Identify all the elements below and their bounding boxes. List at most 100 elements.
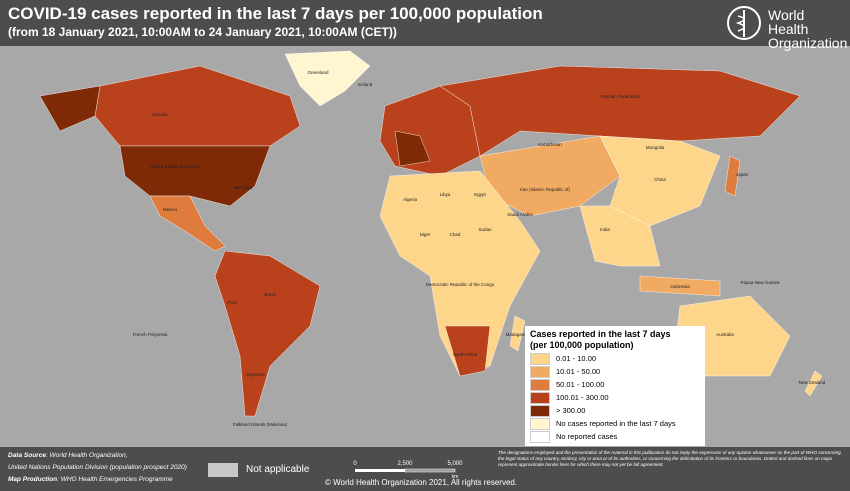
legend-item: No cases reported in the last 7 days: [530, 418, 676, 431]
country: [39, 85, 101, 132]
country: [599, 135, 721, 227]
world-map: Greenland Canada United States of America M…: [39, 50, 826, 427]
country-label: Niger: [420, 232, 431, 237]
not-applicable: Not applicable: [246, 464, 310, 475]
production-label: Map Production: [8, 476, 58, 483]
source-text: : World Health Organization,: [45, 452, 128, 459]
country-label: French Polynesia: [133, 332, 168, 337]
country-label: Mexico: [163, 207, 178, 212]
country-label: Indonesia: [670, 284, 690, 289]
source2-text: United Nations Population Division (popu…: [8, 464, 187, 471]
country-label: Argentina: [245, 372, 265, 377]
country: [149, 195, 226, 252]
copyright: © World Health Organization 2021, All ri…: [325, 478, 518, 487]
country-label: Japan: [736, 172, 749, 177]
scale-segment: [355, 469, 405, 472]
legend: Cases reported in the last 7 days (per 1…: [525, 326, 705, 446]
legend-item: No reported cases: [530, 431, 618, 444]
org-line: World Health: [768, 7, 809, 37]
legend-swatch: [530, 431, 550, 444]
country-label: Libya: [440, 192, 451, 197]
legend-item: 10.01 - 50.00: [530, 366, 601, 379]
legend-label: 0.01 - 10.00: [556, 354, 597, 363]
legend-label: No cases reported in the last 7 days: [556, 419, 676, 428]
who-logo: [727, 6, 761, 40]
country-label: Falkland Islands (Malvinas): [233, 422, 288, 427]
legend-item: 100.01 - 300.00: [530, 392, 609, 405]
scale-unit: km: [452, 474, 459, 479]
legend-swatch: [530, 353, 550, 366]
scale-label: 5,000: [447, 461, 463, 467]
country-label: Peru: [227, 300, 237, 305]
country: [94, 65, 301, 147]
country-label: Russian Federation: [600, 94, 640, 99]
legend-label: 100.01 - 300.00: [556, 393, 609, 402]
legend-title-line: Cases reported in the last 7 days: [530, 329, 671, 339]
legend-item: 50.01 - 100.00: [530, 379, 605, 392]
country: [579, 205, 661, 267]
legend-swatch: [530, 418, 550, 431]
country-label: Iran (Islamic Republic of): [520, 187, 570, 192]
legend-label: No reported cases: [556, 432, 618, 441]
country: [284, 50, 371, 107]
legend-swatch: [530, 366, 550, 379]
country-label: South Africa: [453, 352, 478, 357]
country-label: Brazil: [264, 292, 275, 297]
country-label: Australia: [716, 332, 734, 337]
country-label: Bermuda: [234, 185, 253, 190]
legend-label: 50.01 - 100.00: [556, 380, 605, 389]
scale-label: 0: [353, 461, 357, 467]
org-line: Organization: [768, 35, 848, 51]
legend-label: 10.01 - 50.00: [556, 367, 601, 376]
scale-segment: [404, 468, 456, 473]
country: [444, 325, 491, 377]
country: [509, 315, 526, 352]
country: [639, 275, 721, 297]
scale-bar: 0 2,500 5,000 km: [353, 461, 463, 479]
country-label: Egypt: [474, 192, 486, 197]
source: Data Source: World Health Organization,: [8, 452, 128, 459]
legend-label: > 300.00: [556, 406, 586, 415]
header: COVID-19 cases reported in the last 7 da…: [0, 0, 850, 50]
source2: United Nations Population Division (popu…: [8, 464, 187, 471]
organization: World Health Organization: [768, 8, 848, 50]
legend-title: Cases reported in the last 7 days (per 1…: [530, 329, 671, 351]
production: Map Production: WHO Health Emergencies P…: [8, 476, 173, 483]
title: COVID-19 cases reported in the last 7 da…: [8, 4, 543, 23]
source-label: Data Source: [8, 452, 46, 459]
not-applicable-swatch: [208, 463, 238, 477]
country-label: Greenland: [307, 70, 329, 75]
country: [724, 155, 741, 197]
country: [804, 370, 823, 397]
disclaimer: The designations employed and the presen…: [498, 450, 841, 467]
country-label: India: [600, 227, 610, 232]
country-label: Chad: [450, 232, 461, 237]
legend-swatch: [530, 379, 550, 392]
legend-item: > 300.00: [530, 405, 586, 418]
legend-item: 0.01 - 10.00: [530, 353, 597, 366]
country-label: Kazakhstan: [538, 142, 562, 147]
country: [394, 130, 431, 167]
legend-title-line: (per 100,000 population): [530, 340, 634, 350]
legend-swatch: [530, 405, 550, 418]
country-label: Iceland: [358, 82, 373, 87]
country-label: Papua New Guinea: [740, 280, 780, 285]
country: [214, 250, 321, 417]
scale-label: 2,500: [397, 461, 413, 467]
country-label: Madagascar: [506, 332, 531, 337]
country-label: United States of America: [150, 164, 200, 169]
country-label: Algeria: [403, 197, 418, 202]
footer: Data Source: World Health Organization, …: [0, 447, 850, 491]
country-label: Sudan: [478, 227, 492, 232]
country: [119, 145, 271, 207]
country-label: Mongolia: [646, 145, 665, 150]
production-text: : WHO Health Emergencies Programme: [57, 476, 173, 483]
country-label: Saudi Arabia: [507, 212, 533, 217]
legend-swatch: [530, 392, 550, 405]
country-label: Democratic Republic of the Congo: [426, 282, 495, 287]
country-label: Canada: [152, 112, 168, 117]
country-label: China: [654, 177, 666, 182]
country-label: New Zealand: [799, 380, 826, 385]
subtitle: (from 18 January 2021, 10:00AM to 24 Jan…: [8, 25, 397, 39]
